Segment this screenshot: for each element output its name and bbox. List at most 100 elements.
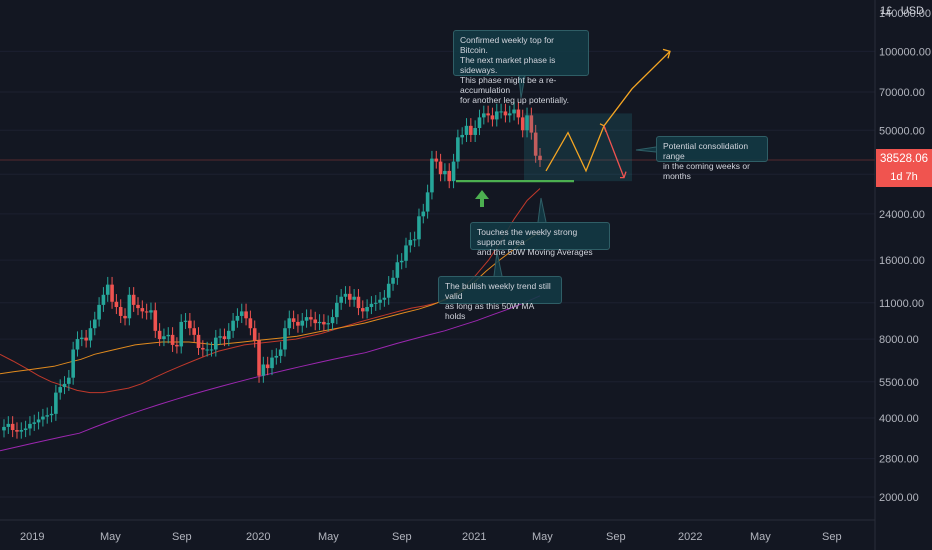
- candle-body: [326, 323, 330, 325]
- x-tick-label: May: [100, 531, 121, 543]
- candle-body: [348, 293, 352, 300]
- y-tick-label: 2000.00: [879, 492, 919, 504]
- grid-lines: [0, 50, 875, 498]
- candle-body: [192, 328, 196, 335]
- candle-body: [456, 137, 460, 162]
- candle-body: [188, 320, 192, 329]
- candle-body: [179, 321, 184, 347]
- candle-body: [214, 337, 218, 350]
- candle-body: [507, 113, 512, 116]
- candle-body: [75, 339, 80, 350]
- candle-body: [391, 277, 395, 284]
- annotation-weekly-top[interactable]: Confirmed weekly top for Bitcoin. The ne…: [453, 30, 589, 105]
- candle-body: [356, 296, 361, 309]
- candle-body: [49, 413, 54, 416]
- candle-body: [196, 334, 201, 348]
- candle-body: [118, 307, 123, 316]
- annotation-trend[interactable]: The bullish weekly trend still valid as …: [438, 276, 562, 321]
- candle-body: [170, 334, 175, 345]
- candle-body: [2, 426, 6, 431]
- candle-body: [399, 260, 404, 263]
- consolidation-box: [524, 113, 632, 182]
- currency-label[interactable]: USD: [900, 5, 924, 17]
- ma-line: [0, 295, 541, 452]
- chart-overlays: [456, 48, 671, 277]
- candle-body: [110, 284, 114, 302]
- candle-body: [283, 328, 287, 350]
- candle-body: [482, 113, 486, 118]
- candle-body: [425, 192, 430, 212]
- candle-body: [270, 357, 274, 369]
- candle-body: [127, 294, 132, 319]
- candle-body: [123, 315, 127, 319]
- candle-body: [434, 158, 439, 162]
- candle-body: [15, 430, 19, 432]
- candle-body: [369, 303, 374, 308]
- candle-body: [469, 125, 473, 135]
- candle-body: [278, 349, 283, 356]
- candle-body: [23, 428, 28, 431]
- candle-body: [162, 336, 166, 340]
- candle-body: [386, 283, 391, 298]
- projection-down-path: [603, 125, 625, 178]
- candle-body: [443, 170, 447, 175]
- candle-body: [395, 262, 400, 278]
- candle-body: [335, 302, 339, 318]
- candle-body: [404, 245, 408, 261]
- candle-body: [92, 319, 97, 329]
- candle-body: [19, 430, 24, 432]
- candle-body: [10, 423, 15, 431]
- callout-pointer: [537, 197, 547, 223]
- candle-body: [218, 336, 222, 338]
- candle-body: [365, 307, 369, 312]
- candle-body: [97, 304, 101, 320]
- candle-body: [520, 117, 525, 131]
- candle-body: [378, 299, 382, 303]
- candle-body: [382, 297, 387, 300]
- y-tick-label: 8000.00: [879, 334, 919, 346]
- candle-body: [494, 111, 499, 120]
- log-scale-hint[interactable]: 1£: [880, 5, 893, 17]
- candle-body: [538, 155, 542, 160]
- price-axis[interactable]: 140000.00100000.0070000.0050000.0034000.…: [874, 0, 931, 550]
- candle-body: [300, 320, 305, 326]
- candles: [2, 101, 542, 439]
- candle-body: [330, 317, 335, 324]
- candle-body: [67, 377, 71, 384]
- callout-pointer: [518, 75, 526, 99]
- candle-body: [291, 318, 296, 322]
- y-tick-label: 5500.00: [879, 377, 919, 389]
- candle-body: [157, 330, 162, 340]
- candle-body: [62, 383, 67, 388]
- x-tick-label: Sep: [172, 531, 192, 543]
- candle-body: [252, 328, 257, 341]
- candle-body: [373, 302, 378, 304]
- candle-body: [296, 321, 300, 326]
- candle-body: [451, 161, 456, 182]
- x-tick-label: May: [750, 531, 771, 543]
- candle-body: [503, 111, 508, 116]
- annotation-consolidation[interactable]: Potential consolidation range in the com…: [656, 136, 768, 181]
- candle-body: [54, 392, 58, 414]
- candle-body: [317, 321, 322, 324]
- candle-body: [529, 115, 534, 133]
- candle-body: [28, 423, 32, 429]
- candle-body: [239, 311, 244, 316]
- time-axis[interactable]: 2019 May Sep 2020 May Sep 2021 May Sep 2022 May Sep: [0, 519, 875, 543]
- candle-body: [36, 419, 41, 423]
- candle-body: [313, 319, 318, 324]
- candle-body: [352, 296, 356, 300]
- candle-body: [309, 317, 313, 320]
- candle-body: [343, 293, 348, 297]
- candle-body: [486, 113, 490, 116]
- annotation-support[interactable]: Touches the weekly strong support area a…: [470, 222, 610, 257]
- candle-body: [209, 349, 214, 351]
- candle-body: [447, 170, 452, 182]
- x-tick-label: 2022: [678, 531, 702, 543]
- candle-body: [464, 125, 469, 135]
- candle-body: [80, 337, 84, 340]
- candle-body: [71, 349, 75, 378]
- candle-body: [222, 336, 227, 340]
- candle-countdown: 1d 7h: [876, 169, 932, 187]
- candle-body: [6, 423, 11, 427]
